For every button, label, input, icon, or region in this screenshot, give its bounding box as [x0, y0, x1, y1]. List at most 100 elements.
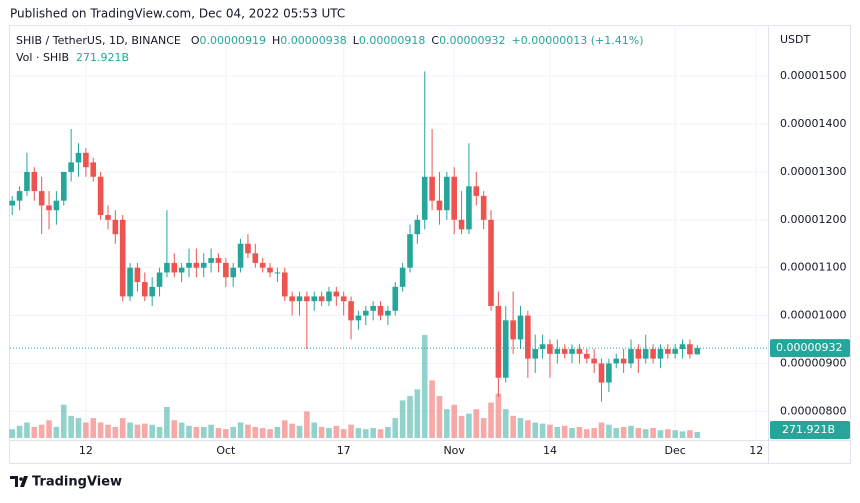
candle-body [24, 171, 30, 192]
x-tick-label: Dec [665, 444, 686, 457]
candle-body [53, 200, 60, 211]
volume-bar [495, 393, 502, 438]
y-tick-label: 0.00001500 [780, 69, 846, 82]
candle-body [105, 215, 111, 220]
candle-body [171, 262, 178, 273]
candle-body [547, 344, 553, 354]
volume-bar [259, 428, 266, 438]
volume-bar [561, 425, 568, 438]
candle-body [362, 310, 369, 316]
volume-bar [628, 425, 634, 438]
volume-legend-value: 271.921B [76, 51, 129, 64]
change: +0.00000013 (+1.41%) [512, 34, 644, 47]
candle-body [68, 162, 74, 172]
volume-bar [97, 422, 104, 438]
frame [9, 25, 851, 464]
legend: SHIB / TetherUS, 1D, BINANCE O 0.00000919… [16, 34, 644, 47]
candle-body [613, 358, 620, 364]
candle-body [90, 162, 97, 177]
volume-bar [451, 404, 457, 438]
x-tick-label: Nov [443, 444, 465, 457]
candle-body [451, 176, 457, 220]
volume-bar [267, 429, 273, 438]
candle-body [650, 349, 656, 359]
volume-bar [480, 418, 487, 438]
candle-body [31, 171, 38, 192]
volume-bar [53, 426, 60, 438]
volume-box-label: 271.921B [782, 423, 835, 436]
volume-bar [591, 428, 597, 438]
volume-bar [16, 425, 23, 438]
candle-body [97, 176, 104, 216]
volume-bar [554, 426, 561, 438]
candles [9, 71, 768, 402]
candle-body [473, 186, 480, 196]
candle-body [399, 267, 406, 287]
x-tick-label: 12 [79, 444, 93, 457]
volume-bar [466, 413, 472, 438]
candle-body [436, 200, 443, 211]
candle-body [444, 176, 450, 211]
volume-bar [83, 422, 89, 438]
volume-bar [200, 426, 207, 438]
volume-bar [340, 429, 347, 438]
volume-bar [436, 395, 443, 438]
volume-bar [304, 411, 310, 438]
candle-body [525, 315, 531, 359]
candle-body [149, 286, 155, 297]
volume-bar [370, 428, 376, 438]
x-tick-label: 12 [749, 444, 763, 457]
candle-body [502, 320, 509, 378]
ohlc-value: 0.00000932 [439, 34, 505, 47]
y-tick-label: 0.00001000 [780, 309, 846, 322]
candle-body [83, 152, 89, 168]
candle-body [252, 253, 259, 263]
candle-body [377, 305, 384, 316]
candle-body [75, 152, 82, 163]
volume-bar [60, 404, 67, 438]
volume-bar [289, 423, 295, 438]
candle-body [318, 296, 325, 302]
volume-bar [613, 428, 620, 438]
volume-bar [38, 424, 45, 438]
ohlc-label: O [191, 34, 200, 47]
volume-bar [525, 420, 531, 438]
candle-body [606, 363, 612, 383]
candle-body [134, 267, 141, 283]
volume-bar [149, 424, 155, 438]
volume-bar [539, 423, 546, 438]
candle-body [223, 262, 229, 278]
candle-body [215, 258, 222, 263]
candle-body [628, 349, 634, 364]
volume-bar [385, 426, 391, 438]
volume-bar [156, 426, 163, 438]
candle-body [245, 243, 251, 254]
candle-body [267, 267, 273, 273]
volume-bar [694, 431, 701, 438]
volume-bar [178, 422, 185, 438]
candle-body [665, 349, 671, 354]
volume-title: Vol · SHIB [16, 51, 69, 64]
volume-bar [473, 409, 480, 438]
ohlc-label: H [272, 34, 280, 47]
candle-body [598, 363, 605, 383]
volume-bar [672, 430, 678, 438]
volume-bar [355, 428, 362, 438]
candle-body [119, 219, 126, 297]
volume-bar [362, 429, 369, 438]
candle-body [16, 191, 23, 201]
candle-body [193, 262, 200, 268]
volume-bar [90, 418, 97, 438]
published: Published on TradingView.com, Dec 04, 20… [10, 7, 345, 21]
volume-bar [414, 389, 421, 438]
volume-bar [223, 429, 229, 438]
candle-body [259, 262, 266, 268]
volume-bar [119, 418, 126, 438]
volume-bar [230, 426, 237, 438]
candle-body [311, 296, 318, 302]
volume-bar [517, 418, 524, 438]
candle-body [340, 296, 347, 302]
candle-body [532, 349, 539, 359]
volume-bar [127, 422, 133, 438]
candle-body [495, 305, 502, 378]
